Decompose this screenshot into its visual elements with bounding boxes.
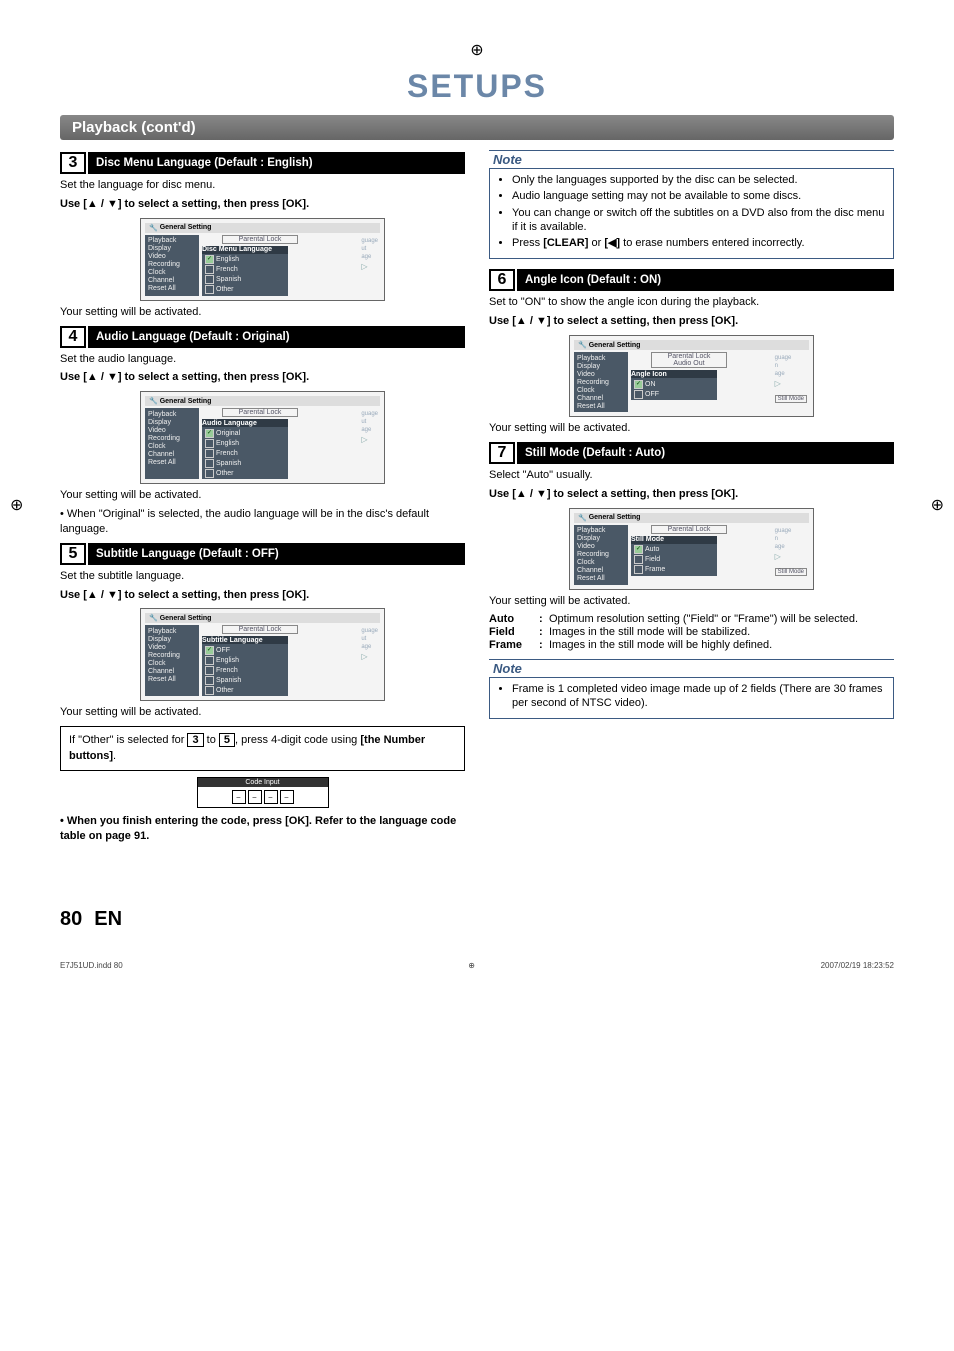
screenshot-audio-language: 🔧General Setting PlaybackDisplayVideoRec… (140, 391, 385, 484)
code-cell: – (248, 790, 262, 804)
footer-file: E7J51UD.indd 80 (60, 961, 123, 970)
code-cell: – (232, 790, 246, 804)
def-field: Field: Images in the still mode will be … (489, 626, 894, 638)
tool-icon: 🔧 (149, 397, 158, 405)
subsection-bar: Playback (cont'd) (60, 115, 894, 140)
step-5-activated: Your setting will be activated. (60, 705, 465, 720)
step-5-intro: Set the subtitle language. (60, 569, 465, 584)
step-3-title: Disc Menu Language (Default : English) (88, 152, 465, 174)
step-6-activated: Your setting will be activated. (489, 421, 894, 436)
footer-date: 2007/02/19 18:23:52 (821, 961, 894, 970)
ref-step-3: 3 (187, 733, 203, 747)
register-mark-top: ⊕ (60, 40, 894, 60)
note-2-body: Frame is 1 completed video image made up… (489, 678, 894, 720)
chevron-right-icon: ▷ (775, 551, 807, 562)
register-mark-left: ⊕ (10, 495, 23, 515)
step-3-use: Use [▲ / ▼] to select a setting, then pr… (60, 197, 465, 212)
def-auto: Auto: Optimum resolution setting ("Field… (489, 613, 894, 625)
other-code-box: If "Other" is selected for 3 to 5, press… (60, 726, 465, 771)
step-4-intro: Set the audio language. (60, 352, 465, 367)
step-3-activated: Your setting will be activated. (60, 305, 465, 320)
note-1-heading: Note (489, 150, 894, 169)
step-4-use: Use [▲ / ▼] to select a setting, then pr… (60, 370, 465, 385)
def-frame: Frame: Images in the still mode will be … (489, 639, 894, 651)
step-7-number: 7 (489, 442, 515, 464)
note-item: Press [CLEAR] or [◀] to erase numbers en… (512, 236, 885, 250)
code-cell: – (280, 790, 294, 804)
page-number: 80EN (60, 908, 122, 931)
register-mark-right: ⊕ (931, 495, 944, 515)
ss-popup: Disc Menu Language ✓English French Spani… (202, 246, 288, 296)
step-7-use: Use [▲ / ▼] to select a setting, then pr… (489, 487, 894, 502)
note-item: You can change or switch off the subtitl… (512, 206, 885, 235)
note-item: Frame is 1 completed video image made up… (512, 682, 885, 711)
screenshot-disc-menu-language: 🔧General Setting PlaybackDisplayVideoRec… (140, 218, 385, 301)
ref-step-5: 5 (219, 733, 235, 747)
screenshot-still-mode: 🔧General Setting PlaybackDisplayVideoRec… (569, 508, 814, 590)
step-4-activated: Your setting will be activated. (60, 488, 465, 503)
note-item: Audio language setting may not be availa… (512, 189, 885, 203)
step-7-activated: Your setting will be activated. (489, 594, 894, 609)
chevron-right-icon: ▷ (361, 434, 378, 445)
chevron-right-icon: ▷ (361, 261, 378, 272)
ss-sidebar: PlaybackDisplayVideoRecordingClockChanne… (145, 235, 199, 296)
page-title: SETUPS (60, 68, 894, 105)
step-7-title: Still Mode (Default : Auto) (517, 442, 894, 464)
step-5-number: 5 (60, 543, 86, 565)
register-mark-bottom: ⊕ (468, 961, 475, 970)
step-3-number: 3 (60, 152, 86, 174)
step-6-intro: Set to "ON" to show the angle icon durin… (489, 295, 894, 310)
code-input-box: Code Input – – – – (197, 777, 329, 808)
note-2-heading: Note (489, 659, 894, 678)
tool-icon: 🔧 (149, 614, 158, 622)
tool-icon: 🔧 (149, 224, 158, 232)
step-6-number: 6 (489, 269, 515, 291)
step-7-intro: Select "Auto" usually. (489, 468, 894, 483)
step-5-title: Subtitle Language (Default : OFF) (88, 543, 465, 565)
note-1-body: Only the languages supported by the disc… (489, 169, 894, 259)
step-6-use: Use [▲ / ▼] to select a setting, then pr… (489, 314, 894, 329)
code-finish-note: • When you finish entering the code, pre… (60, 814, 465, 844)
tool-icon: 🔧 (578, 514, 587, 522)
step-3-intro: Set the language for disc menu. (60, 178, 465, 193)
step-5-use: Use [▲ / ▼] to select a setting, then pr… (60, 588, 465, 603)
chevron-right-icon: ▷ (775, 378, 807, 389)
tool-icon: 🔧 (578, 341, 587, 349)
step-4-extra: • When "Original" is selected, the audio… (60, 507, 465, 537)
step-4-title: Audio Language (Default : Original) (88, 326, 465, 348)
step-4-number: 4 (60, 326, 86, 348)
step-6-title: Angle Icon (Default : ON) (517, 269, 894, 291)
screenshot-angle-icon: 🔧General Setting PlaybackDisplayVideoRec… (569, 335, 814, 417)
chevron-right-icon: ▷ (361, 651, 378, 662)
note-item: Only the languages supported by the disc… (512, 173, 885, 187)
screenshot-subtitle-language: 🔧General Setting PlaybackDisplayVideoRec… (140, 608, 385, 701)
code-cell: – (264, 790, 278, 804)
